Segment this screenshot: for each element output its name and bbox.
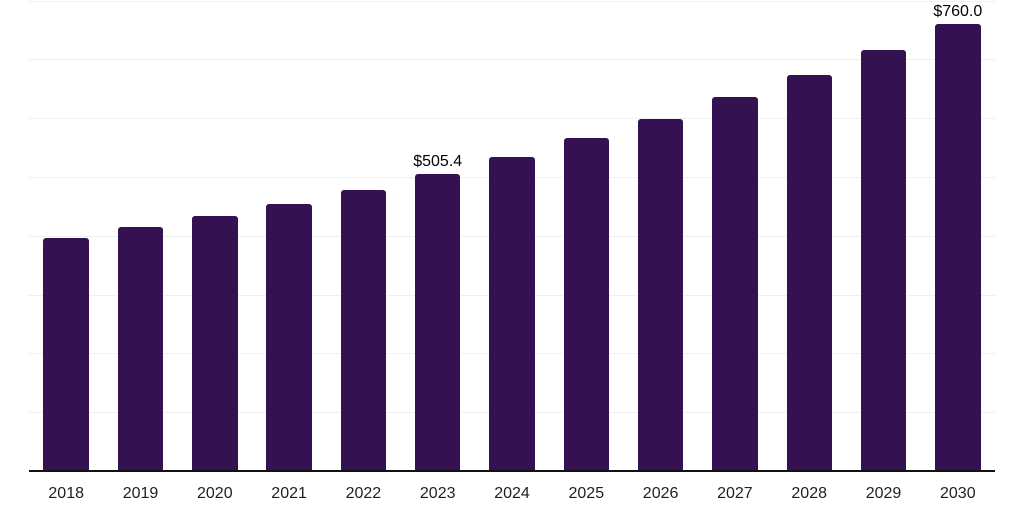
- x-tick-label: 2030: [940, 485, 976, 502]
- bar-2030: [935, 24, 981, 471]
- x-tick-label: 2024: [494, 485, 530, 502]
- bar-2021: [266, 203, 312, 471]
- bar-2019: [117, 226, 164, 471]
- x-tick-label: 2027: [717, 485, 753, 502]
- bar-2029: [860, 50, 907, 471]
- x-tick-label: 2029: [865, 485, 902, 502]
- value-label-2030: $760.0: [933, 3, 983, 21]
- x-tick-label: 2022: [345, 485, 382, 502]
- bar-2020: [192, 216, 238, 471]
- bar-2025: [563, 138, 610, 471]
- x-tick-label: 2019: [122, 485, 159, 502]
- x-tick-label: 2020: [197, 485, 233, 502]
- x-axis-line: [29, 470, 995, 472]
- x-tick-label: 2018: [48, 485, 84, 502]
- x-tick-label: 2028: [791, 485, 827, 502]
- bar-2023: [414, 173, 461, 471]
- bar-2024: [489, 157, 535, 471]
- bar-2018: [43, 237, 89, 471]
- gridline: [29, 0, 995, 2]
- x-tick-label: 2023: [419, 485, 456, 502]
- gridline: [29, 118, 995, 120]
- bar-2022: [340, 189, 387, 471]
- bar-2026: [637, 118, 684, 471]
- x-tick-label: 2025: [568, 485, 605, 502]
- gridline: [29, 59, 995, 61]
- value-label-2023: $505.4: [413, 152, 463, 170]
- x-tick-label: 2021: [271, 485, 307, 502]
- bar-2028: [786, 74, 832, 471]
- x-tick-label: 2026: [642, 485, 679, 502]
- bar-2027: [712, 97, 758, 471]
